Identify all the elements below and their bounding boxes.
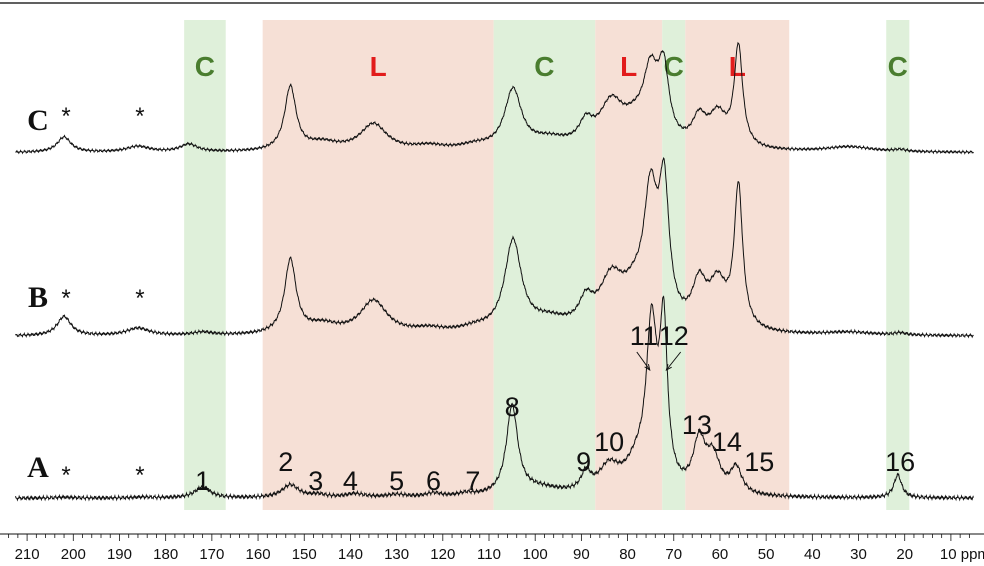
x-tick-label-50: 50	[758, 546, 775, 563]
x-tick-label-100: 100	[523, 546, 548, 563]
sideband-marker-C-0: *	[61, 103, 70, 130]
sideband-markers: * * * * * *	[61, 103, 144, 489]
peak-label-14: 14	[712, 427, 742, 457]
x-tick-label-160: 160	[246, 546, 271, 563]
peak-label-15: 15	[744, 447, 774, 477]
spectrum-trace-A	[15, 295, 974, 502]
spectrum-traces	[15, 41, 974, 502]
peak-label-13: 13	[682, 410, 712, 440]
peak-arrows	[636, 351, 682, 372]
peak-label-10: 10	[594, 427, 624, 457]
peak-label-7: 7	[465, 466, 480, 496]
peak-label-9: 9	[576, 447, 591, 477]
region-bands	[184, 20, 910, 510]
region-band-label-0: C	[195, 51, 215, 82]
x-tick-label-60: 60	[712, 546, 729, 563]
x-tick-label-210: 210	[15, 546, 40, 563]
x-tick-label-110: 110	[477, 546, 501, 563]
x-tick-label-170: 170	[199, 546, 224, 563]
spectrum-trace-C	[15, 41, 974, 155]
peak-label-8: 8	[505, 392, 520, 422]
region-band-2	[493, 20, 596, 510]
region-band-label-6: C	[888, 51, 908, 82]
peak-label-12: 12	[659, 321, 689, 351]
peak-label-4: 4	[343, 466, 358, 496]
x-tick-label-20: 20	[896, 546, 913, 563]
trace-label-A: A	[27, 451, 49, 484]
peak-label-6: 6	[426, 466, 441, 496]
peak-label-16: 16	[885, 447, 915, 477]
arrow-12	[665, 351, 682, 371]
trace-labels: A B C	[27, 104, 49, 484]
peak-label-5: 5	[389, 466, 404, 496]
peak-label-11: 11	[630, 321, 658, 351]
region-band-0	[184, 20, 226, 510]
region-band-label-1: L	[370, 51, 387, 82]
trace-label-C: C	[27, 104, 49, 137]
x-tick-label-30: 30	[850, 546, 867, 563]
x-tick-label-180: 180	[153, 546, 178, 563]
spectrum-trace-B	[15, 156, 974, 339]
peak-label-2: 2	[278, 447, 293, 477]
sideband-marker-A-0: *	[61, 462, 70, 489]
x-tick-label-10: 10 ppm	[940, 546, 984, 563]
arrow-11	[636, 351, 651, 371]
trace-label-B: B	[28, 281, 48, 314]
x-tick-label-90: 90	[573, 546, 590, 563]
region-band-label-5: L	[729, 51, 746, 82]
x-tick-label-130: 130	[384, 546, 409, 563]
region-band-1	[262, 20, 494, 510]
region-band-label-4: C	[664, 51, 684, 82]
sideband-marker-B-1: *	[135, 285, 144, 312]
x-tick-label-150: 150	[292, 546, 317, 563]
x-tick-label-80: 80	[619, 546, 636, 563]
arrow-12-head	[665, 364, 672, 372]
region-band-5	[685, 20, 790, 510]
region-band-label-2: C	[534, 51, 554, 82]
sideband-marker-C-1: *	[135, 103, 144, 130]
x-tick-label-40: 40	[804, 546, 821, 563]
sideband-marker-A-1: *	[135, 462, 144, 489]
x-tick-label-200: 200	[61, 546, 86, 563]
region-band-6	[886, 20, 910, 510]
x-tick-label-120: 120	[430, 546, 455, 563]
region-band-3	[595, 20, 663, 510]
x-axis: 210 200 190 180 170 160 150 140 130 120 110 100 90 80…	[0, 533, 984, 563]
region-band-label-3: L	[620, 51, 637, 82]
sideband-marker-B-0: *	[61, 285, 70, 312]
peak-label-3: 3	[308, 466, 323, 496]
peak-label-1: 1	[195, 466, 210, 496]
arrow-11-head	[644, 364, 651, 372]
x-tick-label-190: 190	[107, 546, 132, 563]
x-tick-label-140: 140	[338, 546, 363, 563]
x-tick-label-70: 70	[665, 546, 682, 563]
